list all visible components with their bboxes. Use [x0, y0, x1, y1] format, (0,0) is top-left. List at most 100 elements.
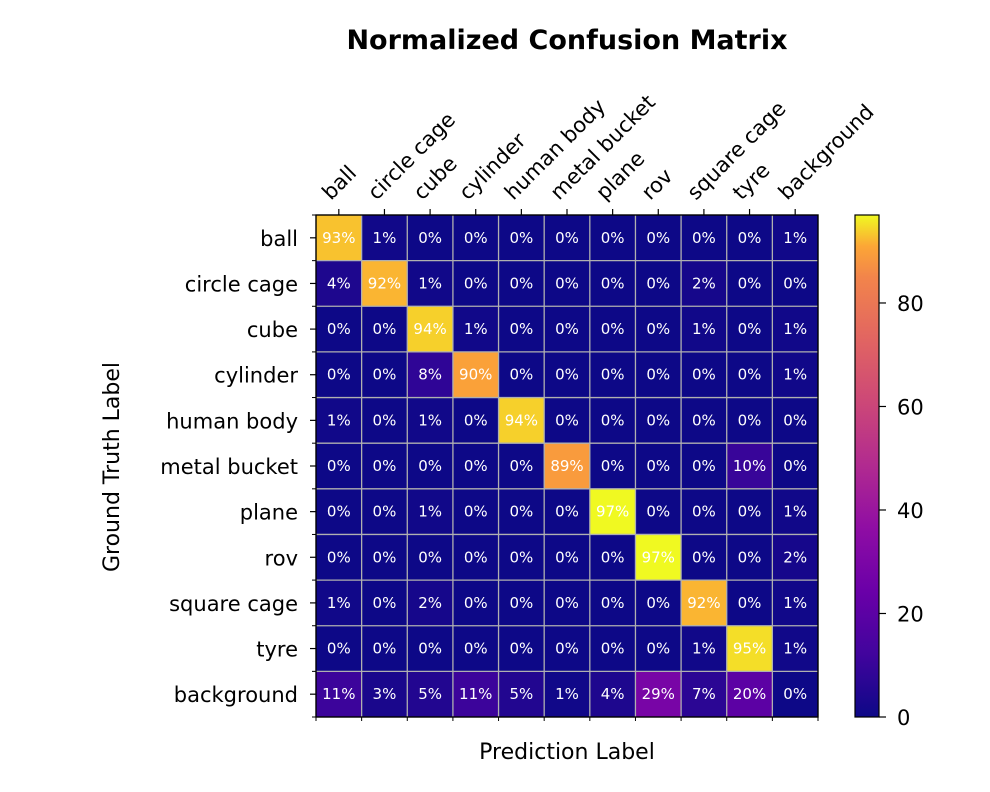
cell-value-label: 0%	[601, 229, 625, 247]
heatmap-cell	[726, 397, 773, 444]
heatmap-cell	[726, 351, 773, 399]
heatmap-cell	[498, 443, 545, 490]
cell-value-label: 11%	[459, 685, 492, 703]
cell-value-label: 0%	[555, 366, 579, 384]
heatmap-cell	[316, 580, 363, 627]
heatmap-cell	[635, 215, 682, 262]
cell-value-label: 0%	[418, 548, 442, 566]
cell-value-label: 0%	[555, 640, 579, 658]
cell-value-label: 0%	[509, 274, 533, 292]
heatmap-cell	[726, 306, 773, 353]
cell-value-label: 20%	[733, 685, 766, 703]
cell-value-label: 1%	[783, 320, 807, 338]
heatmap-cell	[544, 306, 591, 353]
heatmap-cell	[452, 351, 500, 399]
heatmap-cell	[498, 215, 545, 262]
y-tick-label: square cage	[169, 592, 298, 616]
y-tick-label: cube	[247, 318, 298, 342]
cell-value-label: 0%	[601, 457, 625, 475]
heatmap-cell	[498, 488, 545, 535]
cell-value-label: 0%	[692, 411, 716, 429]
cell-value-label: 11%	[322, 685, 355, 703]
heatmap-cell	[316, 260, 363, 307]
cell-value-label: 0%	[738, 548, 762, 566]
heatmap-cell	[452, 260, 500, 307]
cell-value-label: 0%	[464, 503, 488, 521]
cell-value-label: 0%	[646, 640, 670, 658]
heatmap-cell	[498, 534, 545, 581]
heatmap-cell	[407, 397, 454, 444]
cell-value-label: 0%	[509, 457, 533, 475]
heatmap-cell	[316, 671, 363, 718]
cell-value-label: 4%	[601, 685, 625, 703]
cell-value-label: 0%	[783, 274, 807, 292]
heatmap-cell	[544, 260, 591, 307]
cell-value-label: 0%	[692, 366, 716, 384]
colorbar-gradient	[854, 214, 880, 718]
cell-value-label: 97%	[596, 503, 629, 521]
heatmap-cell	[681, 306, 728, 353]
heatmap-cell	[681, 215, 728, 262]
heatmap-cell	[452, 215, 500, 262]
cell-value-label: 0%	[555, 229, 579, 247]
heatmap-cell	[407, 351, 454, 399]
cell-value-label: 0%	[601, 320, 625, 338]
cell-value-label: 0%	[464, 411, 488, 429]
cell-value-label: 0%	[555, 411, 579, 429]
cell-value-label: 0%	[601, 594, 625, 612]
cell-value-label: 93%	[322, 229, 355, 247]
heatmap-cell	[772, 351, 819, 399]
cell-value-label: 0%	[555, 548, 579, 566]
heatmap-cell	[589, 625, 636, 672]
heatmap-cell	[726, 534, 773, 581]
cell-value-label: 92%	[368, 274, 401, 292]
heatmap-cell	[361, 580, 408, 627]
heatmap-cell	[635, 306, 682, 353]
heatmap-cell	[544, 215, 591, 262]
heatmap-cell	[361, 397, 408, 444]
x-tick-label: rov	[637, 164, 678, 205]
cell-value-label: 1%	[327, 411, 351, 429]
y-tick-label: tyre	[256, 638, 298, 662]
heatmap-cell	[589, 215, 636, 262]
cell-value-label: 1%	[783, 229, 807, 247]
cell-value-label: 0%	[373, 320, 397, 338]
cell-value-label: 0%	[738, 320, 762, 338]
cell-value-label: 97%	[642, 548, 675, 566]
cell-value-label: 1%	[418, 411, 442, 429]
cell-value-label: 0%	[601, 640, 625, 658]
cell-value-label: 0%	[738, 229, 762, 247]
cell-value-label: 0%	[738, 594, 762, 612]
heatmap-cell	[407, 671, 454, 718]
heatmap-cell	[316, 351, 363, 399]
heatmap-cell	[589, 397, 636, 444]
heatmap-cell	[316, 443, 363, 490]
cell-value-label: 0%	[555, 274, 579, 292]
heatmap-cell	[452, 534, 500, 581]
cell-value-label: 0%	[646, 457, 670, 475]
cell-value-label: 0%	[373, 457, 397, 475]
cell-value-label: 0%	[646, 411, 670, 429]
cell-value-label: 1%	[418, 274, 442, 292]
heatmap-cell	[498, 625, 545, 672]
cell-value-label: 0%	[418, 229, 442, 247]
cell-value-label: 0%	[509, 640, 533, 658]
chart-title: Normalized Confusion Matrix	[346, 25, 787, 56]
colorbar: 0 20 40 60 80	[854, 214, 924, 730]
heatmap-cell	[726, 625, 773, 672]
cell-value-label: 0%	[738, 503, 762, 521]
heatmap-cell	[772, 488, 819, 535]
heatmap-cell	[681, 625, 728, 672]
cell-value-label: 0%	[464, 457, 488, 475]
y-tick-label: plane	[240, 501, 298, 525]
heatmap-cell	[681, 260, 728, 307]
heatmap-cell	[544, 351, 591, 399]
colorbar-tick-label: 80	[897, 292, 924, 316]
cell-value-label: 0%	[327, 548, 351, 566]
colorbar-tick-label: 0	[897, 706, 910, 730]
y-tick-label: metal bucket	[160, 455, 298, 479]
cell-value-label: 1%	[464, 320, 488, 338]
heatmap-cell	[772, 671, 819, 718]
cell-value-label: 0%	[646, 320, 670, 338]
